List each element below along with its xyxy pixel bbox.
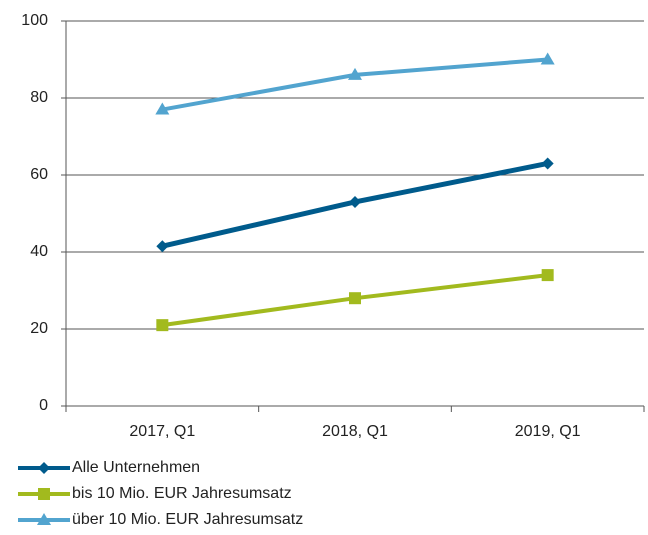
point-marker <box>349 195 361 208</box>
y-tick-label: 100 <box>21 12 48 29</box>
point-marker <box>540 52 555 65</box>
series-line <box>161 57 548 112</box>
y-tick-label: 60 <box>30 166 48 183</box>
point-marker <box>541 269 554 282</box>
x-tick-label: 2019, Q1 <box>515 423 581 440</box>
legend-label: über 10 Mio. EUR Jahresumsatz <box>72 511 303 528</box>
point-marker <box>156 240 169 253</box>
x-tick-label: 2017, Q1 <box>129 423 195 440</box>
legend-marker <box>37 513 51 525</box>
y-tick-label: 40 <box>30 243 48 260</box>
point-marker <box>541 157 554 170</box>
point-marker <box>155 102 170 115</box>
y-tick-label: 20 <box>30 320 48 337</box>
point-marker <box>156 319 169 332</box>
y-tick-label: 80 <box>30 89 48 106</box>
legend-marker <box>38 462 50 474</box>
legend-label: Alle Unternehmen <box>72 459 200 476</box>
point-marker <box>349 292 361 305</box>
point-marker <box>348 67 362 80</box>
y-tick-label: 0 <box>39 397 48 414</box>
x-tick-label: 2018, Q1 <box>322 423 388 440</box>
legend-label: bis 10 Mio. EUR Jahresumsatz <box>72 485 292 502</box>
legend-marker <box>38 488 50 500</box>
